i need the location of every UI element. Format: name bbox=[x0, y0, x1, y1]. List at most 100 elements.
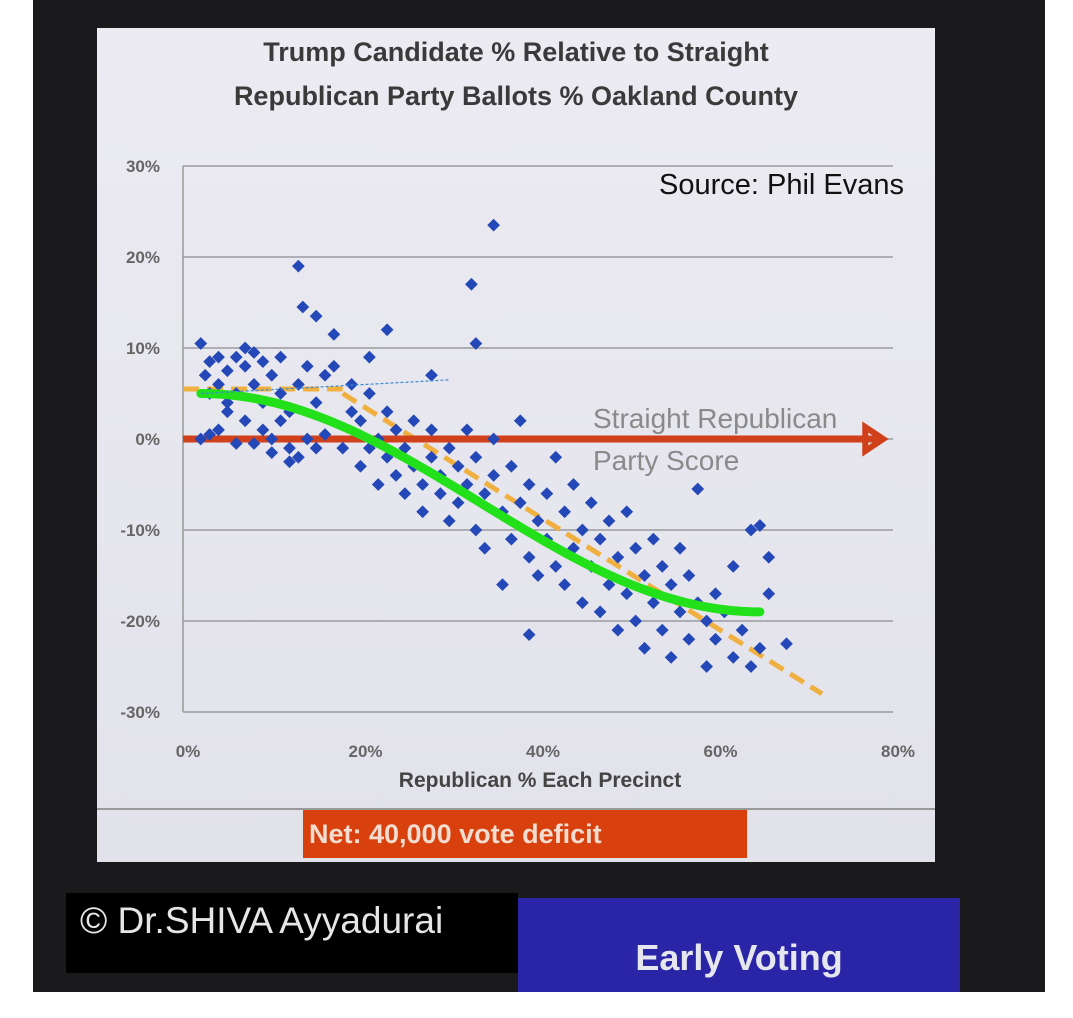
data-point bbox=[203, 428, 216, 441]
data-point bbox=[318, 368, 332, 382]
data-point bbox=[398, 487, 412, 500]
data-point bbox=[416, 505, 429, 519]
data-point bbox=[354, 414, 367, 428]
trend-curve bbox=[196, 389, 765, 617]
data-point bbox=[655, 560, 669, 573]
data-point bbox=[726, 560, 740, 573]
data-point bbox=[283, 441, 296, 455]
x-tick-label: 80% bbox=[881, 742, 915, 761]
data-point bbox=[345, 378, 358, 391]
data-point bbox=[212, 423, 225, 437]
chart-title: Trump Candidate % Relative to Straight R… bbox=[97, 30, 935, 118]
data-point bbox=[513, 496, 527, 510]
data-point bbox=[465, 277, 478, 291]
data-point bbox=[416, 478, 429, 491]
data-point bbox=[221, 405, 234, 419]
data-point bbox=[434, 487, 447, 500]
data-point bbox=[584, 496, 598, 510]
y-tick-label: 20% bbox=[126, 248, 160, 267]
data-point bbox=[389, 423, 403, 437]
data-point bbox=[540, 487, 554, 500]
data-point bbox=[602, 514, 616, 528]
early-voting-banner: Early Voting bbox=[518, 898, 960, 992]
data-point bbox=[522, 628, 536, 642]
data-point bbox=[380, 323, 394, 337]
data-point bbox=[238, 414, 252, 428]
data-point bbox=[531, 514, 545, 528]
data-point bbox=[664, 578, 678, 591]
data-point bbox=[496, 578, 509, 591]
data-point bbox=[478, 487, 492, 500]
data-point bbox=[300, 432, 314, 446]
y-tick-label: 0% bbox=[135, 430, 160, 449]
data-point bbox=[469, 337, 483, 350]
data-point bbox=[567, 478, 580, 491]
reference-label-line-1: Straight Republican bbox=[593, 403, 837, 434]
data-point bbox=[673, 541, 687, 555]
data-point bbox=[194, 432, 208, 446]
credit-label: © Dr.SHIVA Ayyadurai bbox=[66, 893, 518, 973]
data-point bbox=[265, 446, 279, 460]
data-point bbox=[345, 405, 358, 419]
data-point bbox=[309, 441, 323, 455]
x-axis-label: Republican % Each Precinct bbox=[399, 769, 681, 792]
data-point bbox=[505, 532, 518, 546]
data-point bbox=[256, 423, 270, 437]
data-point bbox=[647, 532, 660, 546]
data-point bbox=[469, 523, 483, 537]
data-point bbox=[744, 660, 758, 673]
x-tick-label: 40% bbox=[526, 742, 560, 761]
data-point bbox=[229, 350, 243, 364]
data-point bbox=[460, 423, 474, 437]
data-point bbox=[194, 337, 208, 350]
data-point bbox=[274, 414, 287, 428]
data-point bbox=[549, 450, 563, 464]
dashed-trend-line bbox=[341, 391, 824, 696]
scatter-chart: 30% 20% 10% 0% -10% -20% -30% 0% 20% 40% 60% 80% So… bbox=[120, 157, 915, 792]
data-point bbox=[478, 541, 492, 555]
data-point bbox=[318, 428, 332, 441]
data-point bbox=[198, 368, 212, 382]
data-point bbox=[389, 469, 403, 482]
data-point bbox=[296, 300, 310, 314]
data-point bbox=[531, 569, 545, 582]
data-point bbox=[238, 341, 252, 355]
data-point bbox=[203, 355, 216, 369]
data-point bbox=[682, 632, 696, 646]
data-point bbox=[576, 596, 589, 610]
data-point bbox=[354, 459, 367, 473]
data-point bbox=[425, 368, 438, 382]
data-point bbox=[247, 437, 261, 450]
data-point bbox=[505, 459, 518, 473]
y-tick-label: -30% bbox=[120, 703, 160, 722]
title-line-1: Trump Candidate % Relative to Straight bbox=[263, 37, 769, 67]
reference-arrow-head bbox=[862, 421, 889, 457]
x-tick-label: 60% bbox=[703, 742, 737, 761]
blue-dashed-arrow bbox=[200, 379, 450, 395]
data-point bbox=[425, 450, 438, 464]
data-point bbox=[522, 550, 536, 564]
data-point bbox=[549, 560, 563, 573]
data-point bbox=[265, 368, 279, 382]
data-point bbox=[256, 355, 270, 369]
data-point bbox=[638, 641, 651, 655]
y-tick-label: 30% bbox=[126, 157, 160, 176]
data-point bbox=[247, 346, 261, 359]
divider bbox=[97, 808, 935, 810]
data-point bbox=[576, 523, 589, 537]
data-point bbox=[442, 441, 456, 455]
data-point bbox=[247, 378, 261, 391]
data-point bbox=[682, 569, 696, 582]
data-point bbox=[327, 359, 341, 373]
data-point bbox=[425, 423, 438, 437]
data-point bbox=[513, 414, 527, 428]
data-point bbox=[700, 660, 713, 673]
data-point bbox=[380, 405, 394, 419]
data-point bbox=[629, 541, 642, 555]
data-point bbox=[620, 505, 634, 519]
data-point bbox=[327, 327, 341, 341]
data-point bbox=[371, 478, 385, 491]
data-point bbox=[487, 469, 500, 482]
data-point bbox=[292, 450, 305, 464]
data-point bbox=[709, 587, 722, 601]
